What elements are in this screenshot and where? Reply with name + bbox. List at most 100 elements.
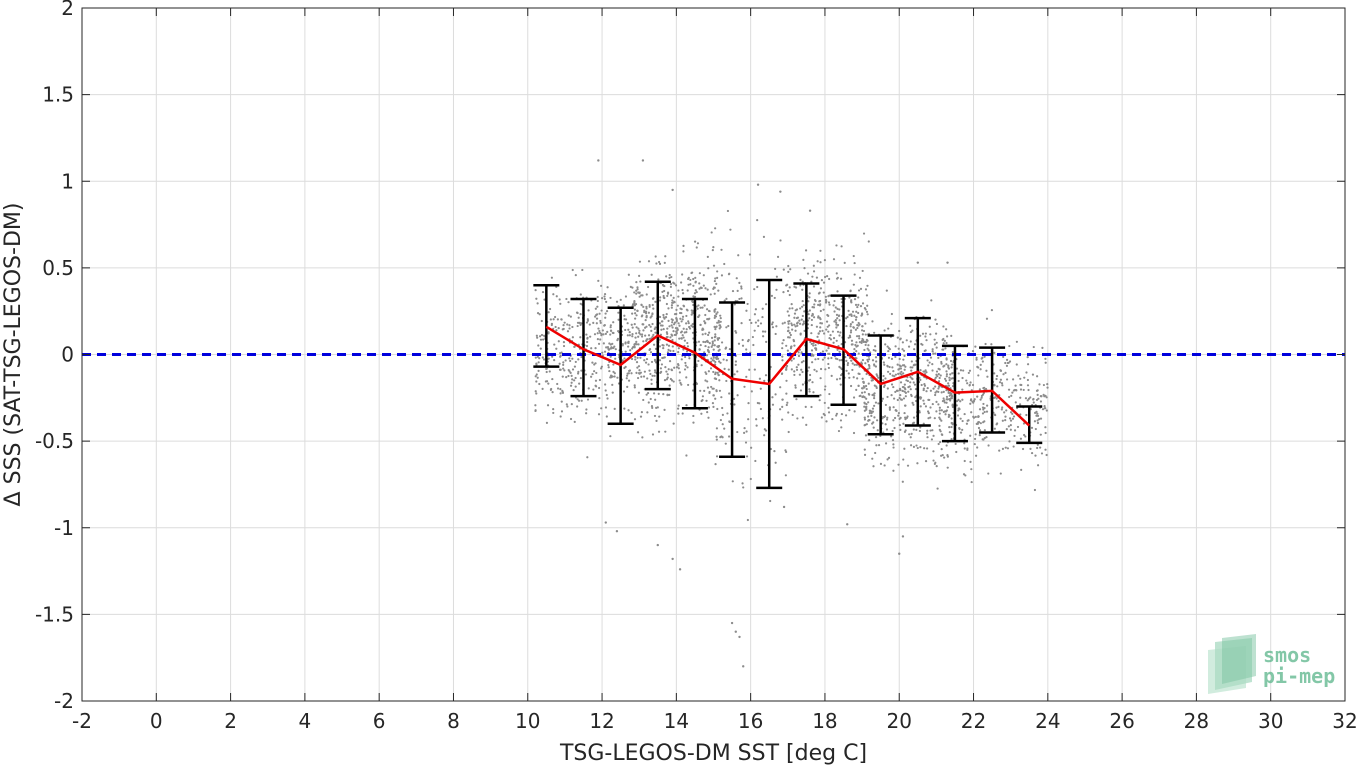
scatter-point xyxy=(840,342,843,346)
scatter-point xyxy=(707,416,710,419)
scatter-point xyxy=(874,349,877,352)
scatter-point xyxy=(650,378,653,381)
scatter-point xyxy=(601,329,604,332)
scatter-point xyxy=(631,304,634,307)
scatter-point xyxy=(635,371,638,374)
scatter-point xyxy=(607,347,610,350)
scatter-point xyxy=(1019,388,1023,391)
scatter-point xyxy=(646,377,649,380)
scatter-point xyxy=(850,301,853,304)
scatter-point xyxy=(802,320,805,323)
scatter-point xyxy=(680,281,683,284)
scatter-point xyxy=(866,360,870,363)
scatter-point xyxy=(899,381,903,384)
scatter-point xyxy=(948,431,951,434)
scatter-point xyxy=(601,351,604,354)
scatter-point xyxy=(827,330,830,333)
scatter-point xyxy=(983,406,986,410)
scatter-point xyxy=(1004,361,1007,365)
scatter-point xyxy=(718,327,721,330)
scatter-point xyxy=(845,369,848,372)
scatter-point xyxy=(874,365,878,368)
scatter-point xyxy=(800,361,804,364)
scatter-point xyxy=(923,349,926,353)
scatter-point xyxy=(897,411,900,415)
scatter-point xyxy=(712,356,715,359)
scatter-point xyxy=(746,302,749,306)
scatter-point xyxy=(909,375,912,379)
scatter-point xyxy=(604,332,607,336)
scatter-point xyxy=(552,318,555,321)
scatter-point xyxy=(1023,376,1026,379)
scatter-point xyxy=(886,345,889,348)
scatter-point xyxy=(738,281,741,284)
scatter-point xyxy=(639,356,642,359)
scatter-point xyxy=(1025,413,1028,417)
scatter-point xyxy=(534,409,537,412)
scatter-point xyxy=(605,310,609,313)
scatter-point xyxy=(665,335,668,339)
scatter-point xyxy=(592,321,595,325)
scatter-point xyxy=(626,385,629,388)
scatter-point xyxy=(926,436,929,439)
scatter-point xyxy=(558,368,562,371)
scatter-point xyxy=(938,406,941,409)
scatter-point xyxy=(596,305,599,308)
scatter-point xyxy=(939,440,942,444)
scatter-point xyxy=(828,277,831,281)
scatter-point xyxy=(954,442,957,446)
scatter-point xyxy=(770,294,774,298)
scatter-point xyxy=(924,332,927,335)
scatter-point xyxy=(1040,395,1043,398)
scatter-point xyxy=(610,346,613,349)
scatter-point xyxy=(788,307,791,310)
scatter-point xyxy=(545,370,548,374)
scatter-point xyxy=(756,401,759,405)
scatter-point xyxy=(963,447,966,450)
scatter-point xyxy=(852,396,856,399)
scatter-point xyxy=(898,552,901,555)
scatter-point xyxy=(797,363,800,366)
scatter-point xyxy=(986,375,989,378)
scatter-point xyxy=(873,397,876,400)
scatter-point xyxy=(947,366,950,369)
scatter-point xyxy=(648,303,651,307)
scatter-point xyxy=(940,419,943,422)
scatter-point xyxy=(695,291,698,294)
scatter-point xyxy=(950,366,953,369)
scatter-point xyxy=(835,339,838,342)
scatter-point xyxy=(1046,386,1049,389)
scatter-point xyxy=(609,355,612,358)
scatter-point xyxy=(805,423,808,426)
scatter-point xyxy=(873,364,876,367)
scatter-point xyxy=(822,291,825,294)
scatter-point xyxy=(666,294,669,298)
scatter-point xyxy=(684,355,687,359)
scatter-point xyxy=(593,370,596,373)
scatter-point xyxy=(698,314,701,317)
scatter-point xyxy=(800,318,803,321)
scatter-point xyxy=(814,343,817,347)
scatter-point xyxy=(586,336,589,340)
scatter-point xyxy=(763,379,766,382)
scatter-point xyxy=(888,348,892,351)
scatter-point xyxy=(641,294,644,297)
scatter-point xyxy=(682,250,685,253)
scatter-point xyxy=(572,389,575,392)
scatter-point xyxy=(804,249,808,252)
scatter-point xyxy=(1008,440,1011,443)
scatter-point xyxy=(833,299,836,303)
scatter-point xyxy=(857,352,860,355)
scatter-point xyxy=(534,375,537,378)
scatter-point xyxy=(935,346,938,349)
scatter-point xyxy=(565,403,568,406)
scatter-point xyxy=(860,341,863,344)
scatter-point xyxy=(961,398,964,401)
scatter-point xyxy=(631,326,634,329)
scatter-point xyxy=(705,354,709,357)
scatter-point xyxy=(663,289,666,293)
y-axis-ticks: -2-1.5-1-0.500.511.52 xyxy=(35,0,1345,713)
scatter-point xyxy=(731,480,734,483)
y-tick-label: 2 xyxy=(61,0,74,20)
scatter-point xyxy=(560,318,563,321)
